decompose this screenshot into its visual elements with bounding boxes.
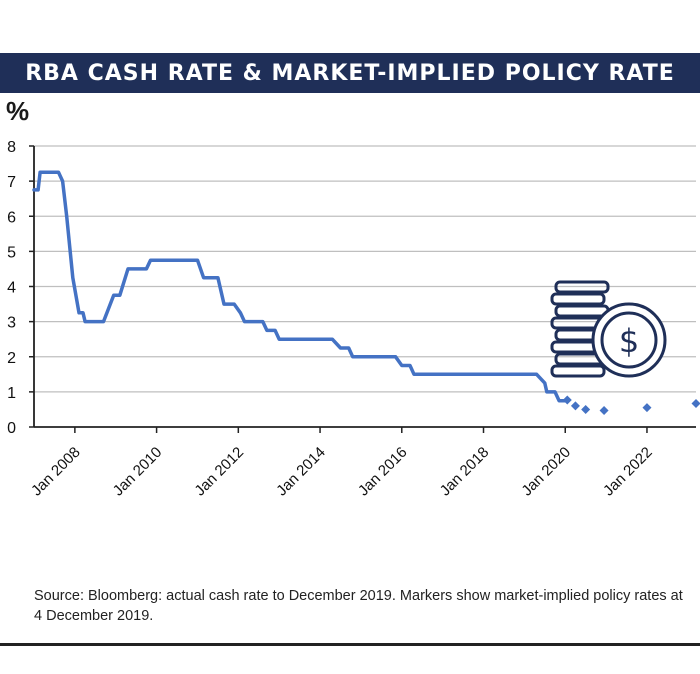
x-tick-label: Jan 2010 <box>110 444 166 500</box>
x-tick-label: Jan 2008 <box>28 444 84 500</box>
data-series <box>32 170 700 415</box>
x-tick-label: Jan 2012 <box>191 444 247 500</box>
y-tick-label: 1 <box>7 385 16 402</box>
implied-rate-marker <box>691 398 700 408</box>
chart-title: RBA CASH RATE & MARKET-IMPLIED POLICY RA… <box>0 53 700 93</box>
x-tick-label: Jan 2016 <box>355 444 411 500</box>
y-tick-label: 3 <box>7 315 16 332</box>
svg-text:$: $ <box>619 322 639 360</box>
bottom-divider <box>0 643 700 646</box>
implied-rate-marker <box>570 401 580 411</box>
y-tick-label: 0 <box>7 420 16 437</box>
implied-rate-marker <box>642 403 652 413</box>
y-axis-unit-label: % <box>6 96 30 126</box>
implied-rate-marker <box>562 395 572 405</box>
y-tick-label: 6 <box>7 209 16 226</box>
y-tick-label: 5 <box>7 244 16 261</box>
y-tick-label: 8 <box>7 139 16 156</box>
y-tick-label: 4 <box>7 280 16 297</box>
cash-rate-line <box>32 170 567 403</box>
x-tick-label: Jan 2014 <box>273 444 329 500</box>
coins-dollar-icon: $ <box>550 280 667 378</box>
y-tick-label: 2 <box>7 350 16 367</box>
implied-rate-marker <box>581 404 591 414</box>
y-tick-label: 7 <box>7 174 16 191</box>
axes <box>33 146 696 428</box>
x-tick-label: Jan 2020 <box>518 444 574 500</box>
y-axis-ticks: 0 1 2 3 4 5 6 7 8 <box>7 139 34 437</box>
gridlines <box>34 145 696 393</box>
implied-rate-marker <box>599 405 609 415</box>
x-axis-ticks: Jan 2008 Jan 2010 Jan 2012 Jan 2014 Jan 2016… <box>28 427 656 499</box>
source-note: Source: Bloomberg: actual cash rate to D… <box>34 588 683 624</box>
x-tick-label: Jan 2018 <box>437 444 493 500</box>
x-tick-label: Jan 2022 <box>600 444 656 500</box>
